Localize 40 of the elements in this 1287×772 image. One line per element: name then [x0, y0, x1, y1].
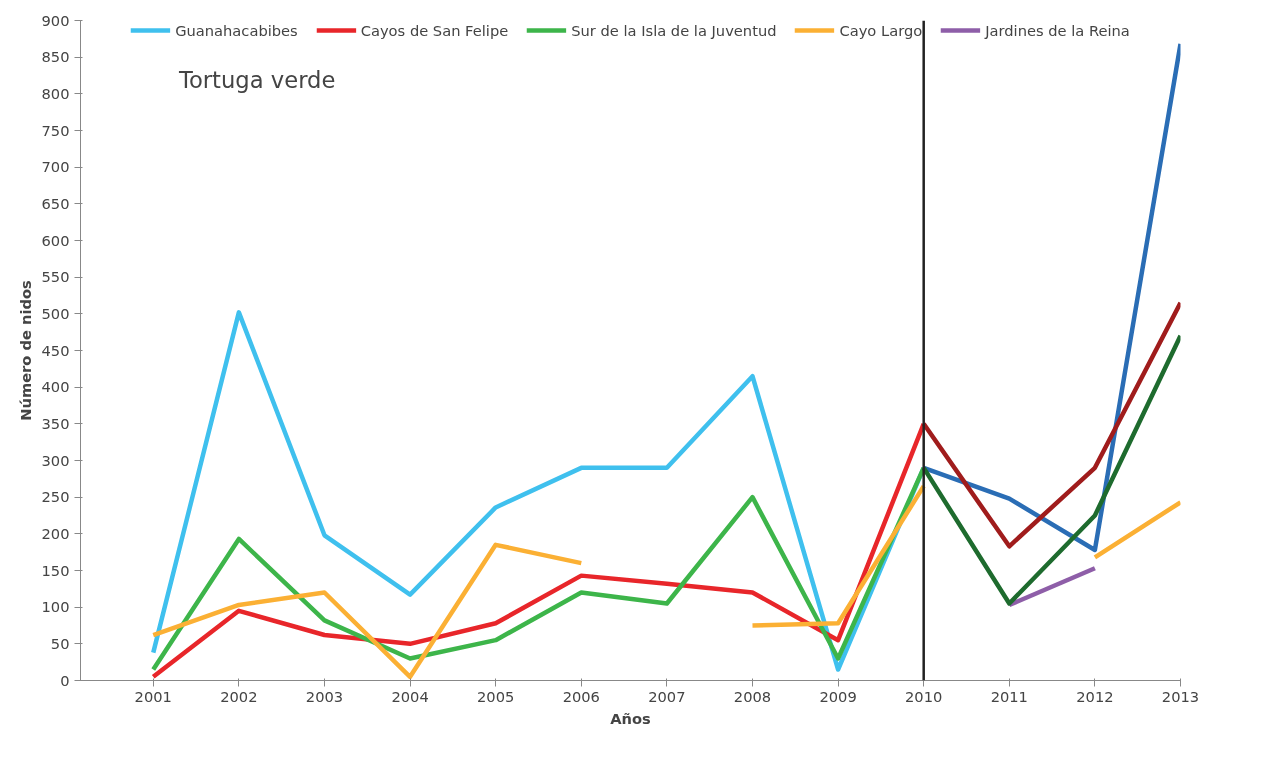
y-tick-label: 500	[41, 304, 70, 322]
x-tick-label: 2013	[1161, 687, 1200, 705]
y-tick-label: 300	[41, 451, 70, 469]
y-tick-label: 0	[60, 671, 70, 689]
x-tick-label: 2002	[220, 687, 258, 705]
x-axis-title: Años	[610, 709, 652, 727]
y-tick-label: 550	[41, 268, 70, 286]
y-tick-label: 200	[41, 524, 70, 542]
y-axis-title: Número de nidos	[16, 279, 34, 421]
y-tick-label: 400	[41, 378, 70, 396]
x-tick-label: 2007	[648, 687, 686, 705]
y-tick-label: 100	[41, 598, 70, 616]
y-tick-label: 900	[41, 11, 70, 29]
legend-label: Cayos de San Felipe	[360, 21, 509, 39]
x-tick-label: 2011	[990, 687, 1028, 705]
y-tick-label: 650	[41, 194, 70, 212]
y-tick-label: 750	[41, 121, 70, 139]
x-tick-label: 2006	[562, 687, 600, 705]
x-tick-label: 2009	[819, 687, 857, 705]
legend-label: Sur de la Isla de la Juventud	[571, 21, 777, 39]
y-tick-label: 350	[41, 414, 70, 432]
x-tick-label: 2005	[477, 687, 515, 705]
x-tick-label: 2010	[905, 687, 943, 705]
x-tick-label: 2012	[1076, 687, 1114, 705]
y-tick-label: 250	[41, 488, 70, 506]
text: Tortuga verde	[177, 66, 336, 93]
y-tick-label: 850	[41, 48, 70, 66]
y-tick-label: 50	[50, 634, 70, 652]
x-tick-label: 2001	[134, 687, 172, 705]
y-tick-label: 450	[41, 341, 70, 359]
x-tick-label: 2008	[733, 687, 772, 705]
legend-label: Guanahacabibes	[175, 21, 298, 39]
x-tick-label: 2004	[391, 687, 429, 705]
y-tick-label: 600	[41, 231, 70, 249]
legend-label: Cayo Largo	[839, 21, 923, 39]
legend-label: Jardines de la Reina	[985, 21, 1130, 39]
y-tick-label: 700	[41, 158, 70, 176]
y-tick-label: 150	[41, 561, 70, 579]
y-tick-label: 800	[41, 84, 70, 102]
x-tick-label: 2003	[305, 687, 344, 705]
